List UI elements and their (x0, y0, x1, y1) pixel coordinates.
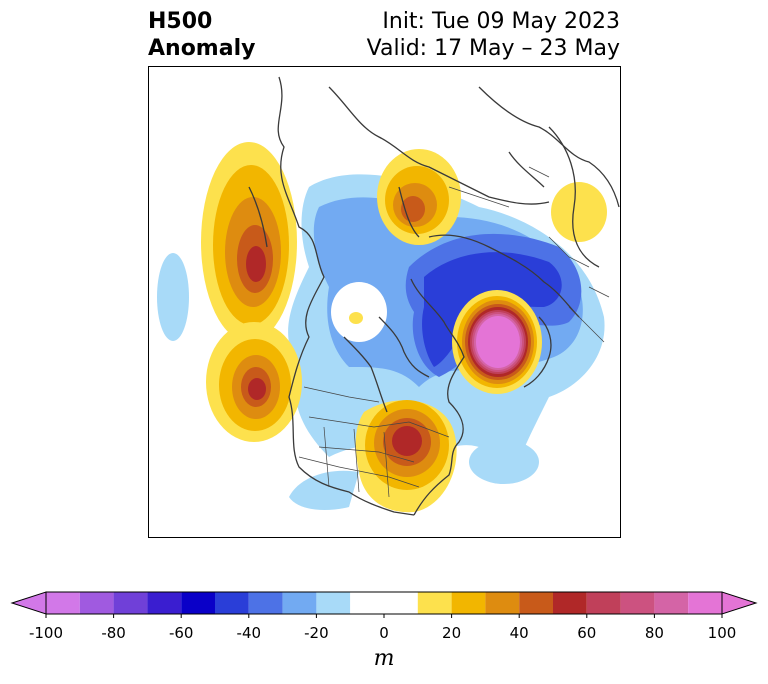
valid-range: Valid: 17 May – 23 May (366, 36, 620, 61)
pacific-ridge-north (201, 142, 297, 342)
atlantic-ridge (452, 290, 542, 394)
colorbar-tick-label: 0 (379, 624, 389, 642)
colorbar-segment (181, 592, 215, 614)
political-borders (298, 166, 610, 498)
colorbar-segment (79, 592, 114, 614)
colorbar-segment (620, 592, 655, 614)
colorbar-extend-min (10, 591, 47, 615)
colorbar-segment (451, 592, 486, 614)
colorbar-segment (553, 592, 587, 614)
small-ridge (349, 312, 363, 324)
positive-anomalies (201, 142, 607, 513)
colorbar-tick-label: -60 (168, 624, 194, 642)
anomaly-map (148, 66, 621, 538)
coastlines (248, 76, 620, 516)
colorbar-segment (248, 592, 283, 614)
colorbar-segment (113, 592, 148, 614)
map-title: H500 Anomaly (148, 8, 255, 62)
colorbar-tick-label: 20 (442, 624, 462, 642)
colorbar-tick-label: -40 (236, 624, 262, 642)
colorbar-segment (519, 592, 553, 614)
colorbar-tick-label: 100 (707, 624, 737, 642)
init-date: Init: Tue 09 May 2023 (382, 9, 620, 34)
title-type: Anomaly (148, 36, 256, 61)
eastern-us-ridge (355, 400, 457, 513)
colorbar-segment (350, 592, 418, 614)
colorbar-extend-max (721, 591, 758, 615)
map-dates: Init: Tue 09 May 2023 Valid: 17 May – 23… (367, 8, 620, 62)
colorbar-tick-label: 40 (509, 624, 529, 642)
colorbar-tick-label: -20 (304, 624, 329, 642)
colorbar-tick-label: -100 (28, 624, 64, 642)
colorbar-segment (215, 592, 249, 614)
pacific-ridge-south (206, 322, 302, 442)
colorbar (10, 591, 758, 618)
colorbar-segment (316, 592, 351, 614)
colorbar-segment (688, 592, 722, 614)
colorbar-tick-label: -80 (101, 624, 126, 642)
colorbar-segment (654, 592, 689, 614)
colorbar-unit-label: m (373, 646, 395, 671)
title-variable: H500 (148, 9, 213, 34)
colorbar-segment (417, 592, 452, 614)
colorbar-segment (485, 592, 520, 614)
colorbar-segment (147, 592, 182, 614)
colorbar-segment (46, 592, 80, 614)
colorbar-tick-label: 60 (577, 624, 597, 642)
colorbar-segment (282, 592, 317, 614)
europe-ridge (551, 182, 607, 242)
colorbar-segment (586, 592, 621, 614)
colorbar-tick-label: 80 (644, 624, 664, 642)
